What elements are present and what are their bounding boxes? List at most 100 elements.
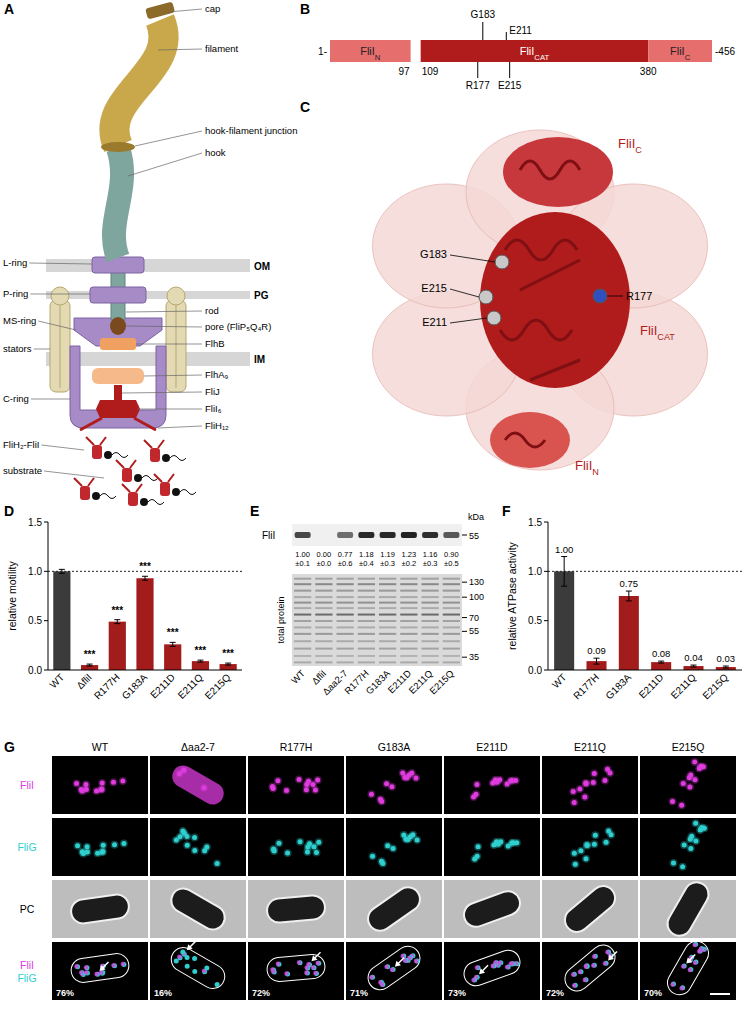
substrate: [172, 488, 180, 496]
gel-band: [358, 626, 375, 628]
error-cap: [59, 569, 65, 570]
micrograph: [444, 942, 540, 1000]
spot: [180, 828, 185, 833]
spot: [272, 970, 277, 975]
x-tick-label: E215Q: [203, 671, 233, 701]
spot: [315, 777, 320, 782]
domain-label: FliICAT: [640, 323, 675, 342]
image-background: [52, 756, 148, 814]
spot-glow: [98, 779, 106, 787]
arrow-head: [479, 968, 485, 974]
spot-glow: [283, 787, 291, 795]
spot-glow: [275, 839, 283, 847]
gel-band: [358, 661, 375, 663]
data-label: 0.75: [620, 578, 639, 589]
spot-glow: [697, 762, 705, 770]
spot: [606, 828, 611, 833]
spot: [688, 772, 693, 777]
spot: [573, 983, 578, 988]
image-background: [444, 880, 540, 938]
y-axis: [548, 522, 549, 670]
gel-band: [358, 583, 375, 585]
micrograph: [150, 756, 246, 814]
spot: [604, 840, 609, 845]
spot: [400, 771, 405, 776]
boundary-label: 380: [640, 66, 657, 77]
image-background: [150, 818, 246, 876]
spot: [312, 965, 317, 970]
substrate: [134, 474, 142, 482]
label-subscript: N: [592, 467, 599, 477]
quant-value: 1.23: [402, 550, 417, 559]
error-cap: [561, 556, 567, 557]
micrograph: [150, 818, 246, 876]
structure-label: cap: [205, 3, 220, 14]
spot: [192, 969, 197, 974]
spot: [100, 971, 105, 976]
error-cap: [691, 665, 697, 666]
x-tick-label: E211Q: [669, 671, 698, 700]
gel-band: [315, 596, 332, 598]
flii-hexamer: [96, 400, 140, 418]
label-base: FliI: [670, 45, 685, 57]
gel-band: [337, 626, 354, 628]
spot: [284, 788, 289, 793]
spot-glow: [413, 836, 421, 844]
spot-glow: [379, 859, 387, 867]
residue-sphere: [495, 255, 509, 269]
gel-band: [358, 620, 375, 622]
mutation-label: E215: [498, 80, 522, 91]
spot: [276, 961, 281, 966]
band: [401, 532, 417, 538]
error-line: [628, 591, 629, 601]
gel-band: [443, 614, 460, 616]
gel-band: [443, 633, 460, 635]
micrograph: [542, 880, 638, 938]
substrate-chain: [112, 453, 128, 458]
spot: [400, 954, 405, 959]
spot: [75, 843, 80, 848]
spot-glow: [111, 841, 119, 849]
error-cap: [197, 660, 203, 661]
domain-label: FliIC: [670, 45, 691, 62]
spot: [497, 777, 502, 782]
leader-line: [136, 344, 202, 345]
y-axis: [48, 522, 49, 670]
gel-band: [379, 583, 396, 585]
gel-band: [443, 607, 460, 609]
gel-band: [422, 614, 439, 616]
spot: [85, 965, 90, 970]
gel-band: [315, 614, 332, 616]
spot: [100, 850, 105, 855]
structure-label: FliJ: [205, 386, 220, 397]
error-cap: [594, 664, 600, 665]
x-tick-label: G183A: [603, 671, 633, 701]
gel-band: [337, 640, 354, 642]
gel-band: [315, 626, 332, 628]
spot: [185, 955, 190, 960]
band: [380, 532, 396, 538]
panel-letter: D: [4, 503, 14, 519]
gel-band: [358, 590, 375, 592]
spot: [120, 779, 125, 784]
leader-line: [128, 153, 202, 176]
spot-glow: [99, 841, 107, 849]
spot: [177, 954, 182, 959]
image-background: [640, 756, 736, 814]
gel-band: [379, 633, 396, 635]
spot: [688, 846, 693, 851]
marker-label: 70: [469, 613, 479, 623]
structure-label: filament: [205, 43, 239, 54]
structure-label: stators: [3, 343, 32, 354]
spot: [84, 787, 89, 792]
spot: [112, 842, 117, 847]
error-cap: [723, 668, 729, 669]
cell-outline: [663, 942, 713, 999]
unit-label: kDa: [468, 512, 484, 522]
gel-band: [337, 583, 354, 585]
spot: [74, 781, 79, 786]
spot: [571, 789, 576, 794]
micrograph: [640, 756, 736, 814]
row-label: FliG: [17, 841, 36, 853]
spot: [471, 978, 476, 983]
